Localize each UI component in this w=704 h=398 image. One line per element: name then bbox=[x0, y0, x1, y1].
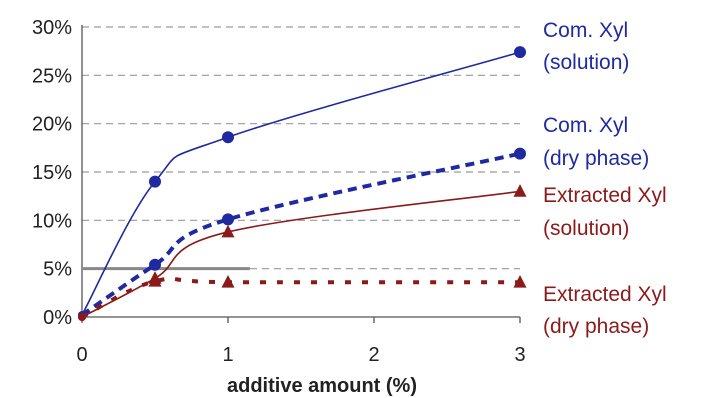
y-tick-label: 25% bbox=[32, 65, 72, 87]
data-point bbox=[222, 131, 234, 144]
data-point bbox=[513, 184, 527, 197]
data-point bbox=[149, 258, 161, 271]
y-tick-label: 20% bbox=[32, 114, 72, 136]
data-point bbox=[221, 224, 235, 238]
series-label: (dry phase) bbox=[543, 147, 649, 170]
y-tick-label: 0% bbox=[43, 307, 72, 329]
series-line bbox=[80, 151, 521, 317]
series-label: (solution) bbox=[543, 217, 629, 240]
y-tick-label: 15% bbox=[32, 162, 72, 184]
y-tick-label: 10% bbox=[32, 210, 72, 232]
series-labels: Com. Xyl (solution) Com. Xyl (dry phase) Ext… bbox=[543, 19, 667, 338]
data-point bbox=[514, 147, 526, 160]
series-label: Com. Xyl bbox=[543, 114, 628, 137]
series-line bbox=[81, 190, 521, 318]
data-point bbox=[514, 46, 526, 59]
x-tick-label: 0 bbox=[76, 344, 87, 366]
series-line bbox=[81, 51, 521, 316]
axes: 0% 5% 10% 15% 20% 25% 30% 0 1 2 3 bbox=[32, 17, 526, 366]
y-tick-label: 5% bbox=[43, 259, 72, 281]
series-label: Extracted Xyl bbox=[543, 283, 667, 306]
y-tick-label: 30% bbox=[32, 17, 72, 39]
data-point bbox=[149, 175, 161, 188]
series-line bbox=[81, 276, 521, 319]
data-point bbox=[513, 275, 527, 288]
x-tick-label: 3 bbox=[514, 344, 525, 366]
data-point bbox=[221, 275, 235, 288]
data-point bbox=[222, 213, 234, 226]
data-point bbox=[78, 313, 86, 321]
series-label: Extracted Xyl bbox=[543, 184, 667, 207]
x-tick-label: 2 bbox=[368, 344, 379, 366]
x-tick-label: 1 bbox=[222, 344, 233, 366]
series-label: (solution) bbox=[543, 51, 629, 74]
series-label: (dry phase) bbox=[543, 315, 649, 338]
gridlines bbox=[82, 26, 520, 270]
series-label: Com. Xyl bbox=[543, 19, 628, 42]
x-axis-title: additive amount (%) bbox=[227, 375, 417, 397]
series-layer bbox=[78, 46, 527, 321]
data-point bbox=[148, 274, 162, 287]
